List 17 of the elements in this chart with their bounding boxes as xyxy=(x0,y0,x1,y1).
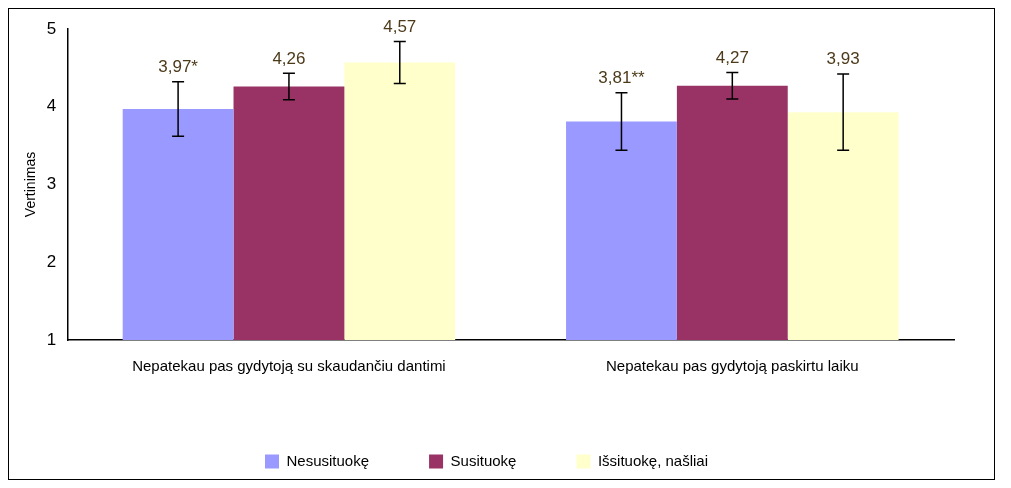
x-tick-label: Nepatekau pas gydytoją su skaudančiu dantimi xyxy=(132,357,446,375)
y-tick-label: 5 xyxy=(46,18,57,38)
legend-label: Nesusituokę xyxy=(286,451,370,469)
y-axis-title: Vertinimas xyxy=(22,151,39,218)
data-label: 3,97* xyxy=(158,57,199,77)
y-tick-label: 4 xyxy=(46,96,57,116)
y-tick-label: 3 xyxy=(46,174,57,194)
x-tick-label: Nepatekau pas gydytoją paskirtu laiku xyxy=(605,357,859,375)
data-label: 3,81** xyxy=(598,67,646,87)
data-label: 4,57 xyxy=(383,16,417,36)
data-label: 4,26 xyxy=(272,48,306,68)
y-tick-label: 2 xyxy=(46,251,57,271)
y-tick-label: 1 xyxy=(46,329,57,349)
data-label: 3,93 xyxy=(826,49,860,69)
legend-label: Susituokę xyxy=(450,451,517,469)
legend-label: Išsituokę, našliai xyxy=(597,451,708,469)
data-label: 4,27 xyxy=(715,47,749,67)
